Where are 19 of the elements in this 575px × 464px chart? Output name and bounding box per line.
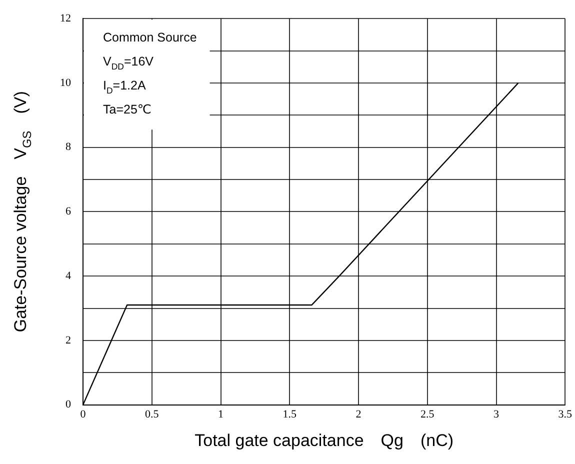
x-tick-label: 2.5 <box>420 408 435 420</box>
y-tick-label: 4 <box>66 270 72 282</box>
y-tick-label: 12 <box>60 12 71 24</box>
x-axis-title: Total gate capacitance Qg (nC) <box>194 431 454 450</box>
x-tick-label: 0.5 <box>145 408 160 420</box>
x-tick-label: 1 <box>218 408 224 420</box>
y-tick-label: 8 <box>66 141 72 154</box>
annotation: Common Source <box>103 30 197 45</box>
y-tick-label: 6 <box>66 206 72 218</box>
annotation: Ta=25℃ <box>103 102 152 117</box>
y-tick-label: 10 <box>60 76 72 89</box>
x-tick-label: 2 <box>356 408 362 420</box>
x-tick-label: 3.5 <box>558 408 572 420</box>
y-tick-label: 2 <box>66 334 71 346</box>
text: Gate-Source voltage VGS (V) <box>11 91 34 332</box>
x-tick-label: 1.5 <box>282 408 297 420</box>
x-tick-label: 3 <box>494 408 500 420</box>
y-tick-label: 0 <box>66 398 72 411</box>
x-tick-label: 0 <box>80 408 86 420</box>
